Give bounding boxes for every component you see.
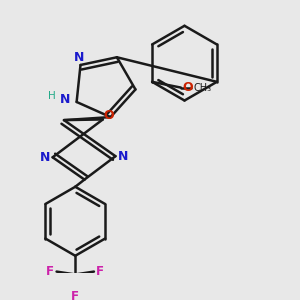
Text: H: H [48,91,56,100]
Text: F: F [96,265,104,278]
Text: N: N [74,51,84,64]
Text: F: F [46,265,54,278]
Text: O: O [103,109,114,122]
Text: N: N [60,93,70,106]
Text: F: F [71,290,79,300]
Text: CH₃: CH₃ [194,82,212,93]
Text: N: N [40,151,51,164]
Text: N: N [118,150,128,163]
Text: O: O [182,81,193,94]
